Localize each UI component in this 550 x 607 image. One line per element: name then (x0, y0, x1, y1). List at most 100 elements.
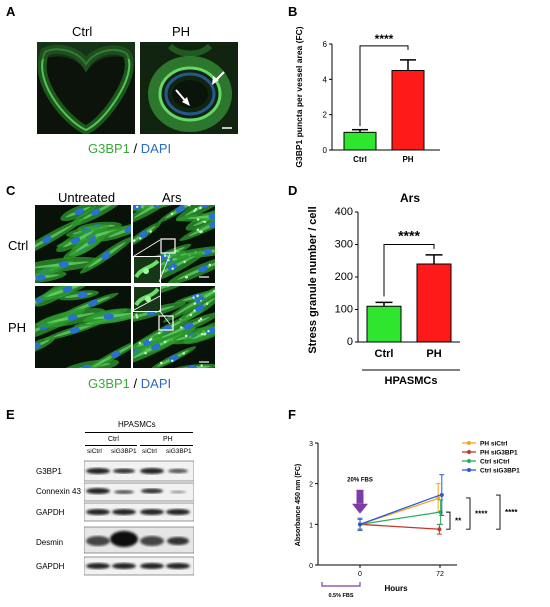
significance-bracket (383, 244, 435, 297)
stress-granule (180, 326, 183, 329)
stress-granule (183, 260, 186, 264)
stress-granule (139, 237, 142, 240)
panel-a-col-label-ctrl: Ctrl (72, 24, 93, 39)
stress-granule (203, 333, 206, 336)
y-tick-label: 100 (335, 304, 353, 316)
panel-c-ctrl-zoom-inset (133, 256, 161, 284)
y-tick-label: 2 (323, 111, 328, 120)
stress-granule (192, 296, 195, 299)
data-point (358, 522, 362, 527)
stress-granule (182, 352, 186, 355)
cell-nucleus (206, 327, 215, 335)
cell (60, 205, 97, 222)
cell (39, 286, 89, 301)
cell (79, 236, 131, 274)
cell-nucleus (167, 263, 178, 271)
panel-d-chart: 0 100 200 300 400 Ctrl PH Ars Stress granule num… (307, 191, 460, 387)
cell (175, 205, 215, 222)
cell-nucleus (198, 265, 208, 273)
y-axis-label: G3BP1 puncta per vessel area (FC) (294, 26, 304, 167)
cell (150, 346, 197, 368)
panel-c-ph-zoom-inset (133, 286, 161, 312)
blot-lane-2: siG3BP1 (111, 448, 137, 455)
cell (84, 308, 131, 324)
stain-green-label: G3BP1 (88, 376, 130, 391)
cell-nucleus (35, 274, 46, 281)
legend-marker (467, 441, 471, 445)
cell (175, 210, 215, 222)
significance-label: ** (455, 517, 462, 526)
stress-granule (170, 212, 174, 215)
arrow-icon (212, 71, 225, 85)
blot-lane-1: siCtrl (87, 448, 102, 455)
panel-letter-c: C (6, 183, 16, 198)
blot-row-label-connexin43: Connexin 43 (36, 487, 81, 496)
legend-marker (467, 468, 471, 472)
stress-granule (167, 286, 170, 287)
panel-f-chart: 0 1 2 3 0 72 Absorbance 450 nm (FC) Hours 20% FB… (295, 441, 520, 600)
cell-nucleus (186, 365, 197, 368)
cell-nucleus (201, 205, 211, 208)
stress-granule (149, 338, 153, 341)
significance-bracket (359, 45, 409, 127)
cell-nucleus (195, 304, 205, 312)
blot-group-rule-ph (140, 445, 193, 446)
cell-nucleus (183, 322, 194, 330)
stress-granule (198, 319, 201, 322)
legend-label: Ctrl siG3BP1 (480, 468, 520, 475)
cell (70, 205, 126, 227)
series-line (359, 511, 441, 525)
cell (84, 338, 131, 368)
blot-group-rule-ctrl (85, 445, 137, 446)
y-tick-label: 2 (309, 482, 313, 489)
blot-group-ph: PH (163, 436, 173, 443)
cell (167, 255, 215, 283)
x-axis-label: Hours (384, 584, 408, 593)
data-point (436, 495, 441, 500)
stress-granule (185, 276, 188, 279)
purple-arrow-icon (352, 503, 368, 514)
cell (171, 363, 215, 368)
significance-label: **** (505, 508, 518, 517)
blot-lane-3: siCtrl (142, 448, 157, 455)
cell-nucleus (42, 235, 52, 244)
blot-row-label-desmin: Desmin (36, 538, 64, 547)
stress-granule (185, 334, 188, 338)
stress-granule (171, 359, 174, 363)
y-tick-label: 0 (347, 336, 353, 348)
stress-granule (203, 220, 207, 223)
stress-granule (171, 267, 174, 270)
significance-bracket (446, 511, 451, 530)
panel-c-ctrl-untreated-micrograph (35, 205, 131, 283)
y-tick-label: 3 (309, 441, 313, 448)
y-axis-label: Stress granule number / cell (307, 206, 319, 353)
bar-ph (416, 263, 452, 343)
stress-granule (194, 208, 198, 211)
cell (133, 205, 185, 224)
purple-arrow-icon (356, 489, 364, 504)
cell-nucleus (69, 326, 80, 334)
cell-nucleus (81, 364, 92, 368)
blot-row-label-gapdh: GAPDH (36, 508, 65, 517)
blot-header-rule (85, 432, 193, 433)
cell-nucleus (124, 226, 131, 233)
cell (179, 293, 215, 322)
blot-lane-4: siG3BP1 (166, 448, 192, 455)
stress-granule (135, 313, 138, 317)
cell (58, 290, 99, 301)
cell (133, 221, 162, 249)
cell (183, 315, 215, 345)
cell-nucleus (103, 313, 114, 320)
stress-granule (144, 351, 147, 355)
panel-letter-e: E (6, 407, 15, 422)
data-point (437, 527, 442, 532)
panel-letter-d: D (288, 183, 298, 198)
y-tick-label: 400 (335, 206, 353, 218)
legend-marker (467, 459, 471, 463)
panel-c-col-label-ars: Ars (162, 190, 182, 205)
stress-granule (149, 230, 152, 233)
cell (35, 336, 56, 356)
stain-separator: / (129, 141, 141, 156)
stress-granule (208, 263, 211, 267)
panel-c-stain-legend: G3BP1 / DAPI (88, 376, 171, 391)
